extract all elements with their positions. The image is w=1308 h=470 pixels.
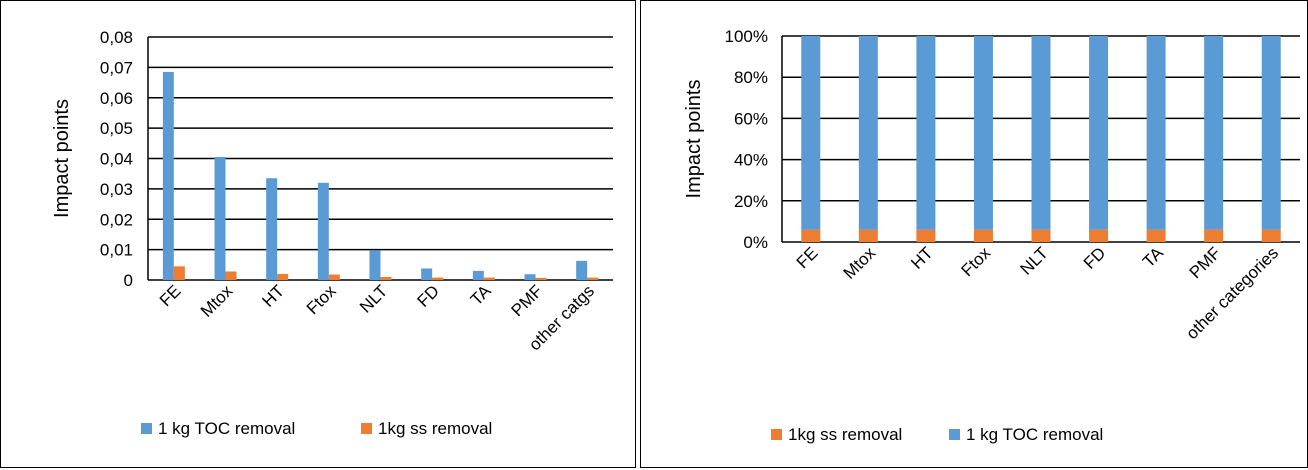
bar-segment-toc	[1031, 36, 1051, 230]
bar-segment-ss	[1089, 229, 1109, 242]
x-tick-label: NLT	[1017, 243, 1052, 278]
legend-label: 1kg ss removal	[378, 419, 492, 438]
bar-segment-ss	[1146, 229, 1166, 242]
bar-segment-toc	[801, 36, 821, 230]
legend-label: 1kg ss removal	[788, 425, 902, 444]
y-tick-label: 0,05	[100, 119, 133, 138]
bar-segment-toc	[973, 36, 993, 230]
bar-toc	[317, 182, 329, 280]
y-tick-label: 80%	[734, 68, 768, 87]
x-tick-label: TA	[467, 281, 495, 309]
chart-absolute-impact: 0 0,01 0,02 0,03 0,04 0,05 0,06 0,07 0,08 Impact …	[51, 28, 613, 438]
chart-percent-impact: 0% 20% 40% 60% 80% 100% Impact points FE Mtox HT F…	[683, 27, 1300, 444]
y-tick-label: 0,04	[100, 150, 133, 169]
y-tick-label: 0,02	[100, 210, 133, 229]
bar-ss	[535, 277, 547, 280]
y-tick-label: 100%	[725, 27, 768, 46]
y-axis-title: Impact points	[51, 99, 73, 218]
bar-ss	[173, 266, 185, 280]
bar-segment-toc	[916, 36, 936, 230]
x-tick-label: PMF	[1186, 243, 1225, 282]
legend-swatch	[141, 423, 152, 434]
y-tick-label: 0,06	[100, 89, 133, 108]
x-tick-label: Mtox	[840, 243, 880, 283]
legend-swatch	[361, 423, 372, 434]
bar-toc	[162, 71, 174, 281]
bar-toc	[266, 178, 278, 280]
bar-segment-toc	[1261, 36, 1281, 230]
bar-ss	[587, 277, 599, 280]
bar-segment-toc	[1146, 36, 1166, 230]
y-tick-label: 0	[124, 271, 133, 290]
chart-panel-percent: 0% 20% 40% 60% 80% 100% Impact points FE Mtox HT F…	[640, 0, 1308, 468]
y-axis-title: Impact points	[683, 80, 705, 199]
bar-toc	[421, 268, 433, 280]
y-tick-label: 0,08	[100, 28, 133, 47]
x-tick-label: HT	[259, 281, 288, 310]
bar-toc	[524, 274, 536, 280]
x-tick-label: FE	[793, 243, 822, 272]
bar-ss	[277, 273, 289, 280]
bar-segment-ss	[1261, 229, 1281, 242]
legend-swatch	[949, 429, 960, 440]
x-tick-label: FE	[156, 281, 185, 310]
bar-segment-ss	[973, 229, 993, 242]
legend-label: 1 kg TOC removal	[158, 419, 295, 438]
y-tick-label: 20%	[734, 192, 768, 211]
bar-segment-toc	[1089, 36, 1109, 230]
bar-segment-ss	[1204, 229, 1224, 242]
x-tick-label: Ftox	[303, 281, 340, 318]
bar-ss	[328, 274, 340, 280]
x-tick-label: Ftox	[957, 243, 994, 280]
x-tick-label: FD	[414, 281, 443, 310]
x-tick-label: NLT	[356, 281, 391, 316]
bar-toc	[576, 260, 588, 280]
x-tick-label: PMF	[508, 281, 547, 320]
legend-label: 1 kg TOC removal	[966, 425, 1103, 444]
bar-segment-ss	[1031, 229, 1051, 242]
y-tick-label: 0,01	[100, 241, 133, 260]
x-tick-label: TA	[1139, 243, 1167, 271]
y-tick-label: 40%	[734, 151, 768, 170]
bar-segment-toc	[1204, 36, 1224, 230]
x-tick-label: Mtox	[197, 281, 237, 321]
bar-segment-ss	[916, 229, 936, 242]
bar-toc	[214, 156, 226, 280]
x-tick-label: HT	[907, 243, 936, 272]
y-tick-label: 0%	[743, 233, 768, 252]
bar-ss	[380, 276, 392, 280]
bar-segment-ss	[858, 229, 878, 242]
bar-toc	[472, 270, 484, 280]
bar-ss	[432, 277, 444, 280]
y-tick-label: 60%	[734, 109, 768, 128]
bar-ss	[483, 277, 495, 280]
x-tick-label: FD	[1080, 243, 1109, 272]
legend-swatch	[771, 429, 782, 440]
chart-panel-absolute: 0 0,01 0,02 0,03 0,04 0,05 0,06 0,07 0,08 Impact …	[0, 0, 636, 468]
y-tick-label: 0,07	[100, 58, 133, 77]
bar-segment-toc	[858, 36, 878, 230]
bar-segment-ss	[801, 229, 821, 242]
bar-ss	[225, 271, 237, 280]
y-tick-label: 0,03	[100, 180, 133, 199]
bar-toc	[369, 250, 381, 280]
